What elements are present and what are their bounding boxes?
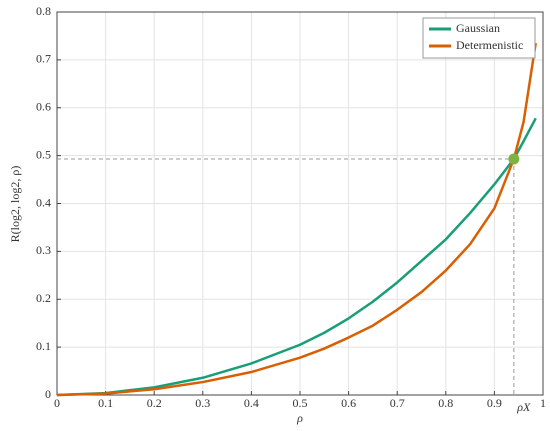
x-tick-label: 0.3 (195, 396, 210, 410)
y-tick-label: 0.1 (36, 339, 51, 353)
y-axis-label: R(log2, log2, ρ) (8, 166, 22, 243)
y-tick-label: 0.5 (36, 147, 51, 161)
x-tick-label: 0.9 (487, 396, 502, 410)
x-tick-label: 1 (540, 396, 546, 410)
y-tick-label: 0 (45, 387, 51, 401)
line-series (56, 42, 537, 397)
intersection-point (508, 153, 520, 165)
y-tick-label: 0.2 (36, 291, 51, 305)
x-tick-label: 0.8 (438, 396, 453, 410)
x-tick-label: 0.4 (244, 396, 259, 410)
x-tick-label: 0.5 (293, 396, 308, 410)
y-tick-label: 0.8 (36, 4, 51, 18)
x-tick-label: 0.6 (341, 396, 356, 410)
legend-label: Gaussian (456, 21, 500, 35)
y-tick-label: 0.3 (36, 243, 51, 257)
x-tick-label: 0.2 (147, 396, 162, 410)
legend-box (422, 17, 536, 59)
y-tick-label: 0.4 (36, 195, 51, 209)
x-tick-label: 0.1 (98, 396, 113, 410)
y-tick-label: 0.7 (36, 52, 51, 66)
x-axis-label: ρ (296, 411, 303, 425)
x-tick-label: 0 (54, 396, 60, 410)
line-series (56, 117, 537, 397)
legend-label: Determenistic (456, 38, 523, 52)
marker-label: ρX (516, 400, 531, 414)
x-tick-label: 0.7 (390, 396, 405, 410)
y-tick-label: 0.6 (36, 100, 51, 114)
